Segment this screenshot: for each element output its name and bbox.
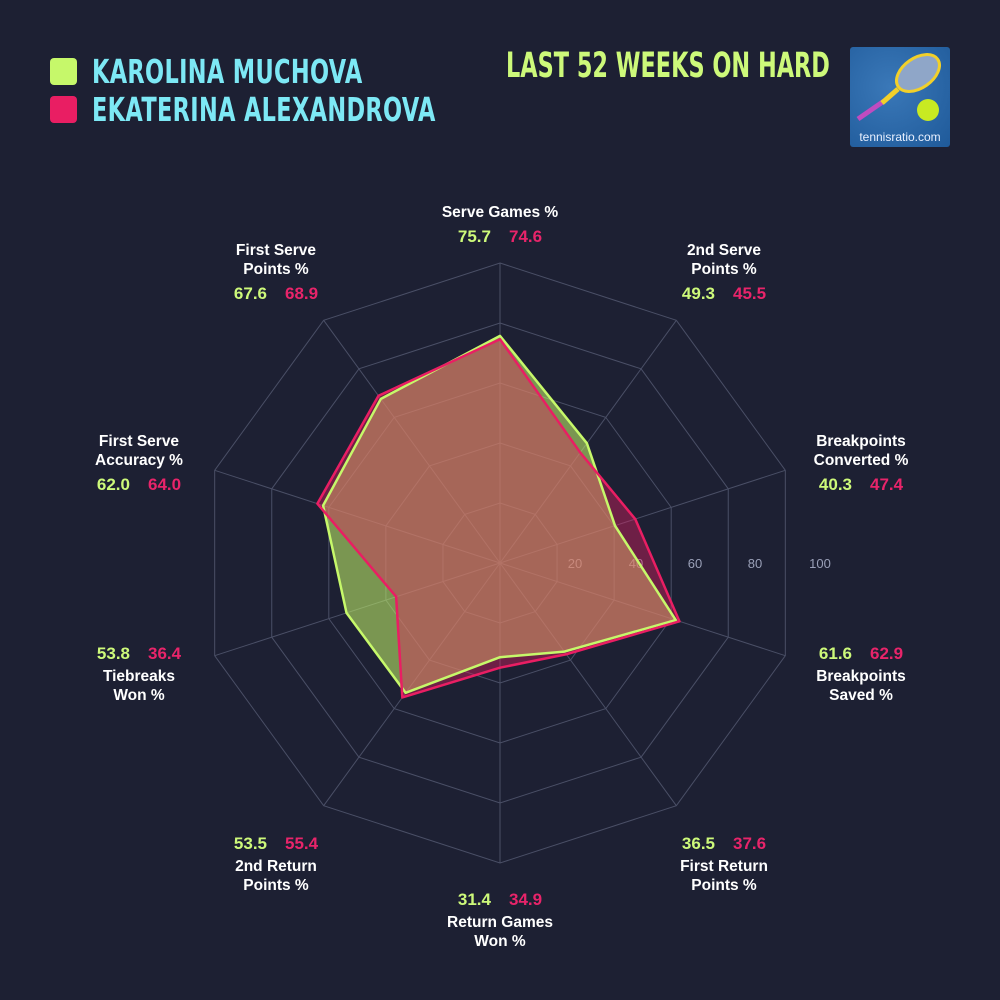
- axis-values: 61.6 62.9: [819, 639, 903, 667]
- axis-name-line: Tiebreaks: [102, 668, 176, 685]
- alexandrova-value: 47.4: [870, 474, 904, 494]
- racket-icon: [856, 53, 941, 122]
- axis-name-line: First Return: [680, 858, 768, 875]
- axis-name-line: Points %: [691, 877, 757, 894]
- muchova-value: 31.4: [457, 889, 491, 909]
- muchova-value: 40.3: [818, 474, 852, 494]
- axis-name-line: Breakpoints: [816, 433, 906, 450]
- axis-values: 31.4 34.9: [458, 885, 542, 913]
- axis-name-line: First Serve: [98, 433, 180, 450]
- legend-label: EKATERINA ALEXANDROVA: [92, 89, 436, 129]
- axis-name-line: Accuracy %: [95, 452, 183, 469]
- axis-name-line: Breakpoints: [816, 668, 906, 685]
- muchova-value: 61.6: [818, 643, 852, 663]
- legend-swatch: [50, 57, 77, 85]
- axis-name-line: 2nd Return: [235, 858, 317, 875]
- legend: KAROLINA MUCHOVA EKATERINA ALEXANDROVA: [50, 51, 598, 129]
- axis-label: 36.5 37.6 First Return Points %: [680, 829, 768, 895]
- tick-label: 60: [688, 556, 702, 571]
- alexandrova-value: 62.9: [870, 643, 904, 663]
- axis-name-line: 2nd Serve: [686, 242, 762, 259]
- legend-swatch: [50, 95, 77, 123]
- series-line-0: [321, 334, 678, 695]
- axis-values: 67.6 68.9: [234, 279, 318, 307]
- axis-name-line: Won %: [474, 933, 526, 950]
- alexandrova-value: 64.0: [147, 474, 182, 494]
- axis-name-line: Serve Games %: [441, 204, 559, 221]
- axis-name-line: Return Games: [447, 914, 553, 931]
- axis-values: 49.3 45.5: [682, 279, 766, 307]
- muchova-value: 53.5: [233, 833, 267, 853]
- alexandrova-value: 74.6: [508, 226, 543, 246]
- axis-name-line: Converted %: [813, 452, 909, 469]
- muchova-value: 62.0: [96, 474, 130, 494]
- alexandrova-value: 55.4: [285, 833, 319, 853]
- axis-values: 40.3 47.4: [819, 470, 903, 498]
- axis-label: 53.8 36.4 Tiebreaks Won %: [97, 639, 181, 705]
- muchova-value: 49.3: [681, 283, 715, 303]
- legend-item-muchova: KAROLINA MUCHOVA: [50, 51, 598, 91]
- axis-label: Serve Games % 75.7 74.6: [442, 203, 558, 250]
- tick-label: 100: [809, 556, 831, 571]
- axis-label: 53.5 55.4 2nd Return Points %: [234, 829, 318, 895]
- axis-name-line: Points %: [243, 261, 309, 278]
- series-area-0: [323, 335, 676, 693]
- axis-name-line: Won %: [113, 687, 165, 704]
- tennisratio-logo: tennisratio.com: [850, 47, 950, 147]
- chart-subtitle: LAST 52 WEEKS ON HARD: [506, 46, 830, 86]
- axis-name-line: First Serve: [235, 242, 317, 259]
- axis-name-line: Points %: [243, 877, 309, 894]
- axis-values: 53.8 36.4: [97, 639, 181, 667]
- axis-label: First Serve Points % 67.6 68.9: [234, 241, 318, 307]
- axis-label: 2nd Serve Points % 49.3 45.5: [682, 241, 766, 307]
- axis-name-line: Points %: [691, 261, 757, 278]
- axis-label: Breakpoints Converted % 40.3 47.4: [814, 432, 909, 498]
- axis-values: 53.5 55.4: [234, 829, 318, 857]
- axis-label: 31.4 34.9 Return Games Won %: [447, 885, 553, 951]
- legend-item-alexandrova: EKATERINA ALEXANDROVA: [50, 89, 598, 129]
- axis-label: First Serve Accuracy % 62.0 64.0: [95, 432, 183, 498]
- logo-text: tennisratio.com: [859, 130, 941, 144]
- muchova-value: 67.6: [233, 283, 267, 303]
- alexandrova-value: 34.9: [508, 889, 543, 909]
- axis-values: 36.5 37.6: [682, 829, 766, 857]
- alexandrova-value: 36.4: [148, 643, 182, 663]
- muchova-value: 53.8: [96, 643, 130, 663]
- series-line-1: [316, 337, 681, 699]
- muchova-value: 36.5: [681, 833, 715, 853]
- legend-label: KAROLINA MUCHOVA: [92, 51, 363, 91]
- axis-label: 61.6 62.9 Breakpoints Saved %: [816, 639, 906, 705]
- alexandrova-value: 68.9: [285, 283, 319, 303]
- axis-values: 75.7 74.6: [458, 222, 542, 250]
- series-area-1: [317, 339, 680, 698]
- tick-label: 80: [748, 556, 762, 571]
- axis-name-line: Saved %: [829, 687, 893, 704]
- muchova-value: 75.7: [457, 226, 491, 246]
- alexandrova-value: 45.5: [733, 283, 767, 303]
- alexandrova-value: 37.6: [733, 833, 767, 853]
- axis-values: 62.0 64.0: [97, 470, 181, 498]
